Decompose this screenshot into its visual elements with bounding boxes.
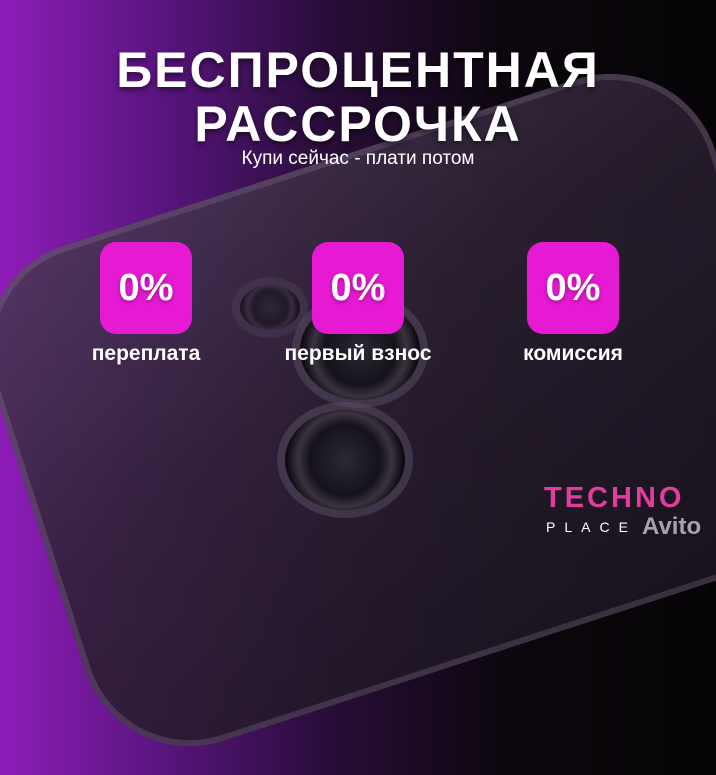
avito-watermark: Avito — [642, 513, 702, 540]
feature-label-overpayment: переплата — [91, 342, 201, 365]
headline-line2: РАССРОЧКА — [194, 96, 522, 152]
feature-badge-commission: 0% — [527, 242, 619, 334]
headline-line1: БЕСПРОЦЕНТНАЯ — [116, 42, 600, 98]
subtitle: Купи сейчас - плати потом — [241, 148, 475, 169]
camera-lens — [285, 410, 405, 510]
feature-label-down-payment: первый взнос — [284, 342, 432, 365]
feature-badge-overpayment: 0% — [100, 242, 192, 334]
feature-badge-down-payment: 0% — [312, 242, 404, 334]
camera-lens — [240, 285, 300, 330]
brand-logo: TECHNO — [544, 482, 685, 514]
brand-logo-sub: PLACE — [546, 519, 637, 535]
feature-label-commission: комиссия — [523, 342, 623, 365]
